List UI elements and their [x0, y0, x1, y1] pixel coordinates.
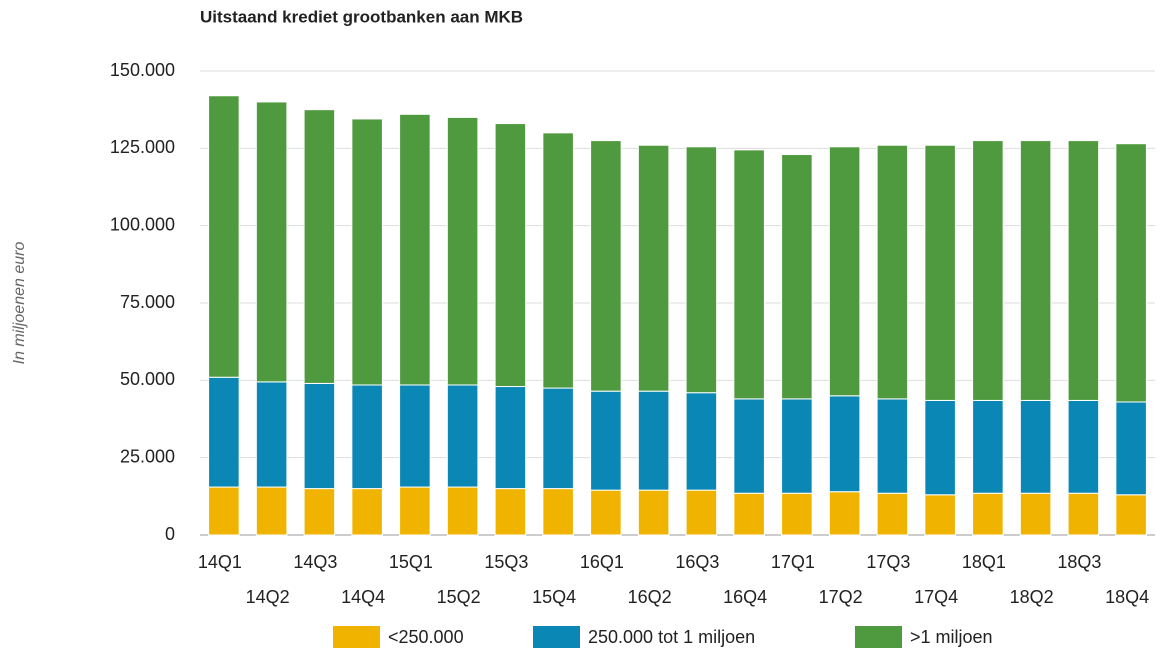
x-tick-label: 15Q1 — [389, 552, 433, 572]
bar-segment — [399, 486, 431, 536]
bar-segment — [972, 140, 1004, 401]
bar-segment — [1067, 399, 1100, 494]
x-tick-label: 14Q1 — [198, 552, 242, 572]
legend-label: <250.000 — [388, 627, 464, 647]
x-tick-label: 16Q1 — [580, 552, 624, 572]
chart-title: Uitstaand krediet grootbanken aan MKB — [200, 7, 523, 26]
x-tick-label: 18Q4 — [1105, 587, 1149, 607]
bar-segment — [303, 382, 336, 490]
bar-segment — [1019, 140, 1052, 401]
bar-segment — [351, 488, 383, 536]
bar-segment — [208, 486, 240, 536]
bar-segment — [494, 123, 527, 388]
x-tick-label: 17Q1 — [771, 552, 815, 572]
bar-segment — [303, 488, 336, 536]
bar-segment — [1067, 492, 1100, 536]
bar-segment — [924, 144, 956, 401]
x-tick-label: 15Q4 — [532, 587, 576, 607]
bar-segment — [924, 494, 956, 536]
bar-segment — [1115, 494, 1147, 536]
bar-segment — [494, 488, 527, 536]
x-tick-label: 14Q4 — [341, 587, 385, 607]
bar-segment — [399, 113, 431, 386]
bar-segment — [542, 387, 574, 490]
bar-segment — [1067, 140, 1100, 401]
bar-segment — [208, 95, 240, 378]
bar-segment — [924, 399, 956, 496]
bar-segment — [208, 376, 240, 488]
bar-segment — [733, 149, 765, 400]
bar-segment — [351, 384, 383, 490]
x-tick-label: 16Q2 — [628, 587, 672, 607]
bar-segment — [828, 146, 861, 397]
x-tick-label: 15Q3 — [484, 552, 528, 572]
bar-segment — [876, 398, 909, 494]
bar-segment — [303, 109, 336, 384]
x-tick-label: 17Q3 — [866, 552, 910, 572]
bar-segment — [733, 492, 765, 536]
x-tick-label: 15Q2 — [437, 587, 481, 607]
bar-segment — [637, 390, 670, 491]
y-tick-label: 150.000 — [110, 60, 175, 80]
bar-segment — [1115, 143, 1147, 403]
legend-label: >1 miljoen — [910, 627, 993, 647]
bar-segment — [828, 395, 861, 493]
y-tick-label: 50.000 — [120, 369, 175, 389]
bar-segment — [590, 390, 622, 491]
x-tick-label: 17Q2 — [819, 587, 863, 607]
bar-segment — [828, 491, 861, 536]
legend-swatch — [855, 626, 902, 648]
y-axis-label: In miljoenen euro — [11, 242, 28, 365]
bar-segment — [255, 381, 288, 488]
bar-segment — [733, 398, 765, 494]
bar-segment — [446, 116, 479, 386]
bar-segment — [972, 492, 1004, 536]
x-tick-label: 18Q1 — [962, 552, 1006, 572]
bar-segment — [446, 486, 479, 536]
bar-segment — [637, 144, 670, 392]
bar-segment — [1115, 401, 1147, 496]
legend-swatch — [333, 626, 380, 648]
bar-segment — [876, 492, 909, 536]
legend-label: 250.000 tot 1 miljoen — [588, 627, 755, 647]
x-tick-label: 14Q2 — [246, 587, 290, 607]
bar-segment — [637, 489, 670, 536]
x-tick-label: 16Q4 — [723, 587, 767, 607]
bar-segment — [685, 146, 718, 394]
bar-segment — [685, 489, 718, 536]
bar-segment — [1019, 492, 1052, 536]
y-tick-label: 25.000 — [120, 446, 175, 466]
y-tick-label: 75.000 — [120, 292, 175, 312]
bar-segment — [446, 384, 479, 488]
y-tick-label: 125.000 — [110, 137, 175, 157]
bar-segment — [399, 384, 431, 488]
x-tick-label: 18Q2 — [1010, 587, 1054, 607]
y-tick-label: 0 — [165, 524, 175, 544]
x-tick-label: 14Q3 — [293, 552, 337, 572]
bar-segment — [542, 132, 574, 389]
legend-swatch — [533, 626, 580, 648]
bar-segment — [876, 144, 909, 400]
bar-segment — [781, 154, 813, 400]
bar-segment — [972, 399, 1004, 494]
x-tick-label: 17Q4 — [914, 587, 958, 607]
bar-segment — [781, 398, 813, 494]
bar-segment — [494, 386, 527, 490]
bar-segment — [255, 486, 288, 536]
bar-segment — [351, 118, 383, 386]
bar-segment — [781, 492, 813, 536]
y-tick-label: 100.000 — [110, 214, 175, 234]
x-tick-label: 18Q3 — [1057, 552, 1101, 572]
bar-segment — [590, 489, 622, 536]
bar-segment — [542, 488, 574, 536]
x-tick-label: 16Q3 — [675, 552, 719, 572]
bar-segment — [255, 101, 288, 383]
bar-segment — [1019, 399, 1052, 494]
bar-segment — [590, 140, 622, 392]
bar-segment — [685, 392, 718, 491]
